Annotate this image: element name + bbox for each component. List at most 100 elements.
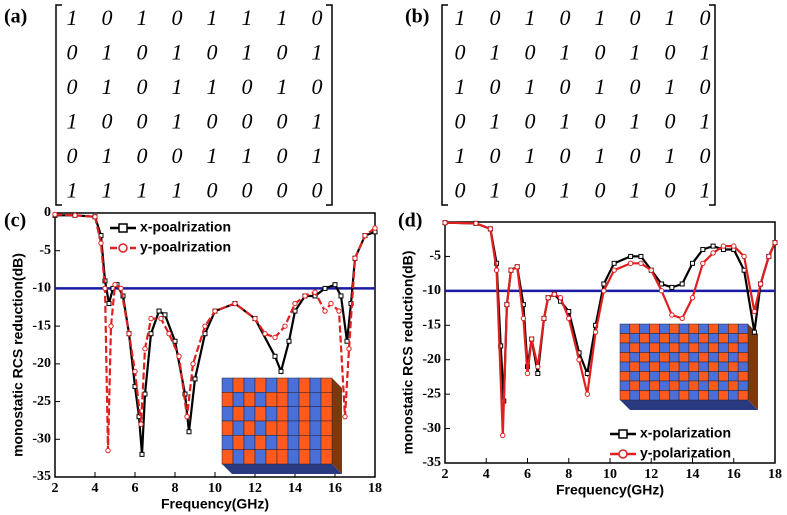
point-marker (679, 315, 685, 322)
matrix-entry: 1 (525, 5, 536, 30)
point-marker (731, 243, 737, 249)
inset-cell (320, 420, 333, 436)
inset-cell (718, 342, 729, 353)
point-marker (508, 267, 514, 273)
point-marker (638, 260, 644, 267)
inset-cell (309, 392, 322, 407)
point-marker (669, 312, 675, 318)
inset-cell (668, 333, 680, 344)
inset-cell (265, 377, 278, 393)
point-marker (710, 250, 716, 256)
inset-cell (243, 392, 256, 407)
inset-cell (298, 435, 311, 450)
legend-marker (618, 429, 628, 439)
inset-cell (639, 352, 650, 363)
inset-cell (619, 371, 631, 382)
inset-cell (659, 371, 670, 382)
inset-cell (254, 449, 267, 465)
matrix-entry: 0 (560, 74, 571, 99)
point-marker (504, 301, 510, 308)
matrix-entry: 1 (700, 109, 711, 134)
inset-cell (728, 342, 739, 353)
point-marker (557, 295, 564, 301)
inset-cell (728, 361, 739, 372)
matrix-entry: 1 (242, 40, 253, 65)
inset-cell (688, 323, 700, 334)
point-marker (172, 338, 178, 344)
matrix-entry: 1 (102, 143, 113, 168)
inset-cell (243, 377, 256, 393)
matrix-entry: 1 (560, 40, 571, 65)
matrix-entry: 1 (207, 5, 218, 30)
matrix-entry: 1 (455, 143, 466, 168)
inset-cell (688, 342, 700, 353)
matrix-entry: 1 (172, 178, 183, 203)
inset-cell (649, 342, 660, 353)
x-axis-label: Frequency(GHz) (161, 496, 269, 512)
inset-cell (678, 342, 690, 353)
point-marker (500, 432, 506, 439)
inset-cell (688, 371, 700, 382)
point-marker (186, 429, 192, 435)
inset-cell (320, 406, 333, 422)
inset-cell (320, 377, 333, 393)
matrix-entry: 0 (630, 74, 641, 99)
y-tick-label: -30 (422, 421, 441, 436)
matrix-entry: 0 (312, 5, 323, 30)
matrix-entry: 1 (172, 40, 183, 65)
point-marker (628, 253, 634, 259)
inset-cell (718, 390, 729, 401)
inset-cell (287, 449, 300, 465)
point-marker (638, 253, 644, 259)
inset-cell (320, 392, 333, 407)
inset-cell (698, 380, 709, 391)
y-tick-label: -25 (32, 394, 51, 409)
point-marker (710, 243, 716, 249)
y-tick-label: 0 (44, 205, 51, 220)
inset-cell (629, 371, 640, 382)
inset-cell (309, 406, 322, 422)
inset-cell (619, 380, 631, 391)
point-marker (362, 232, 368, 239)
inset-cell (221, 392, 234, 407)
y-tick-label: -25 (422, 386, 441, 401)
matrix-entry: 0 (242, 178, 253, 203)
inset-cell (287, 406, 300, 422)
inset-cell (629, 380, 640, 391)
inset-cell (698, 361, 709, 372)
inset-cell (298, 392, 311, 407)
point-marker (535, 363, 541, 370)
inset-cell (737, 371, 749, 382)
inset-cell (659, 352, 670, 363)
inset-cell (649, 323, 660, 334)
legend-marker (118, 223, 128, 233)
matrix-entry: 1 (102, 74, 113, 99)
inset-cell (678, 371, 690, 382)
inset-cell (629, 361, 640, 372)
inset-cell (232, 420, 245, 436)
inset-cell (629, 323, 640, 334)
point-marker (336, 308, 342, 314)
matrix-entry: 0 (665, 178, 676, 203)
matrix-entry: 0 (207, 178, 218, 203)
matrix-entry: 0 (595, 178, 606, 203)
x-tick-label: 2 (442, 467, 449, 482)
y-tick-label: -5 (39, 243, 51, 258)
inset-cell (265, 435, 278, 450)
matrix-entry: 0 (665, 109, 676, 134)
matrix-entry: 0 (700, 74, 711, 99)
inset-cell (221, 420, 234, 436)
inset-cell (276, 449, 289, 465)
point-marker (648, 267, 654, 273)
inset-cell (649, 352, 660, 363)
point-marker (524, 370, 531, 377)
point-marker (487, 226, 494, 232)
point-marker (112, 281, 118, 288)
point-marker (292, 300, 298, 307)
point-marker (545, 295, 551, 301)
point-marker (132, 368, 138, 375)
inset-cell (221, 449, 234, 465)
metasurface-inset (221, 377, 342, 474)
point-marker (282, 323, 288, 329)
point-marker (148, 315, 154, 322)
